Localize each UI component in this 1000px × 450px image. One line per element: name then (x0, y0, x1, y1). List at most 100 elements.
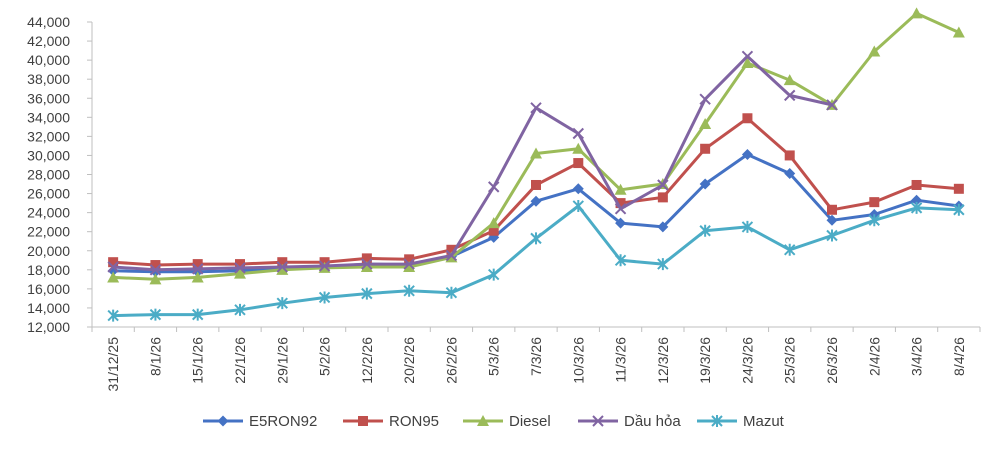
data-point-ron95 (150, 260, 161, 271)
legend-item-mazut: Mazut (697, 413, 785, 430)
data-point-diesel (952, 26, 965, 38)
legend-label: Dầu hỏa (624, 413, 681, 430)
y-axis: 12,000 14,000 16,000 18,000 20,000 22,000 24,0… (27, 14, 93, 335)
data-point-diesel (360, 260, 373, 272)
y-tick-label: 16,000 (27, 281, 70, 297)
series-layer (107, 7, 965, 322)
legend-label: Diesel (509, 413, 551, 430)
data-point-e5ron92 (572, 183, 584, 195)
x-tick-label: 5/2/26 (317, 337, 333, 376)
data-point-diesel (530, 147, 542, 159)
data-point-mazut (318, 291, 331, 304)
legend-label: E5RON92 (249, 413, 317, 430)
data-point-ron95 (404, 254, 415, 265)
legend-marker (477, 415, 489, 426)
data-point-e5ron92 (911, 194, 923, 206)
data-point-mazut (403, 284, 415, 297)
legend-marker (217, 415, 229, 427)
data-point-ron95 (911, 179, 922, 190)
data-point-mazut (699, 224, 711, 237)
data-point-mazut (361, 287, 373, 300)
y-tick-label: 20,000 (27, 243, 70, 259)
legend-label: RON95 (389, 413, 439, 430)
x-tick-label: 8/1/26 (147, 337, 163, 376)
data-point-mazut (826, 229, 838, 242)
y-tick-label: 34,000 (27, 109, 70, 125)
data-point-dau-hoa (488, 181, 500, 193)
data-point-mazut (149, 308, 162, 321)
data-point-ron95 (488, 225, 499, 236)
data-point-mazut (741, 220, 754, 233)
legend-item-ron95: RON95 (343, 413, 439, 430)
data-point-e5ron92 (657, 221, 669, 233)
data-point-mazut (234, 303, 246, 316)
data-point-dau-hoa (826, 99, 838, 111)
legend-label: Mazut (743, 413, 785, 430)
data-point-mazut (107, 309, 119, 322)
data-point-ron95 (277, 257, 288, 268)
data-point-diesel (403, 260, 416, 272)
data-point-dau-hoa (530, 102, 542, 114)
legend-marker (711, 415, 723, 427)
x-tick-label: 7/3/26 (528, 337, 544, 376)
data-point-ron95 (827, 204, 837, 215)
data-point-ron95 (108, 257, 119, 268)
data-point-dau-hoa (699, 93, 711, 105)
x-tick-label: 26/2/26 (443, 337, 459, 384)
x-tick-label: 11/3/26 (613, 337, 629, 383)
legend: E5RON92 RON95 Diesel Dầu hỏa Mazut (203, 413, 785, 430)
series-dau-hoa (107, 50, 838, 276)
data-point-ron95 (615, 198, 626, 209)
data-point-ron95 (573, 158, 584, 169)
data-point-diesel (741, 56, 754, 68)
x-tick-label: 12/2/26 (359, 337, 375, 384)
series-ron95 (108, 113, 964, 271)
data-point-ron95 (700, 143, 711, 154)
x-axis: 31/12/25 8/1/26 15/1/26 22/1/26 29/1/26 5/2/2… (91, 326, 981, 392)
data-point-dau-hoa (445, 249, 458, 262)
x-tick-label: 5/3/26 (486, 337, 502, 376)
data-point-diesel (234, 267, 246, 279)
data-point-ron95 (657, 192, 668, 203)
legend-item-diesel: Diesel (463, 413, 551, 430)
x-tick-label: 22/1/26 (232, 337, 248, 384)
x-tick-label: 8/4/26 (951, 337, 967, 376)
data-point-diesel (107, 271, 120, 283)
data-point-e5ron92 (784, 168, 796, 180)
data-point-ron95 (742, 113, 753, 124)
y-tick-label: 18,000 (27, 262, 70, 278)
data-point-ron95 (235, 259, 245, 270)
y-tick-label: 22,000 (27, 224, 70, 240)
x-tick-label: 31/12/25 (105, 337, 121, 392)
x-tick-label: 24/3/26 (739, 337, 755, 384)
data-point-ron95 (953, 183, 964, 194)
data-point-mazut (488, 268, 500, 281)
data-point-mazut (868, 214, 880, 227)
data-point-diesel (868, 45, 881, 57)
data-point-diesel (614, 183, 627, 195)
data-point-mazut (657, 258, 669, 271)
data-point-dau-hoa (276, 261, 288, 273)
legend-item-e5ron92: E5RON92 (203, 413, 317, 430)
data-point-ron95 (784, 150, 795, 161)
y-tick-label: 32,000 (27, 128, 70, 144)
x-tick-label: 10/3/26 (570, 337, 586, 384)
x-tick-label: 25/3/26 (782, 337, 798, 384)
data-point-e5ron92 (615, 217, 627, 229)
series-mazut (107, 199, 965, 322)
data-point-diesel (910, 7, 923, 19)
data-point-e5ron92 (741, 148, 753, 160)
y-tick-label: 38,000 (27, 71, 70, 87)
y-tick-label: 12,000 (27, 319, 70, 335)
data-point-mazut (784, 243, 796, 256)
data-point-diesel (191, 271, 204, 283)
data-point-mazut (953, 203, 965, 216)
x-tick-label: 29/1/26 (274, 337, 290, 384)
data-point-mazut (614, 254, 627, 267)
data-point-dau-hoa (614, 203, 627, 215)
data-point-e5ron92 (826, 214, 838, 226)
y-tick-label: 24,000 (27, 205, 70, 221)
data-point-e5ron92 (699, 178, 711, 190)
series-line-dau-hoa (113, 54, 833, 272)
